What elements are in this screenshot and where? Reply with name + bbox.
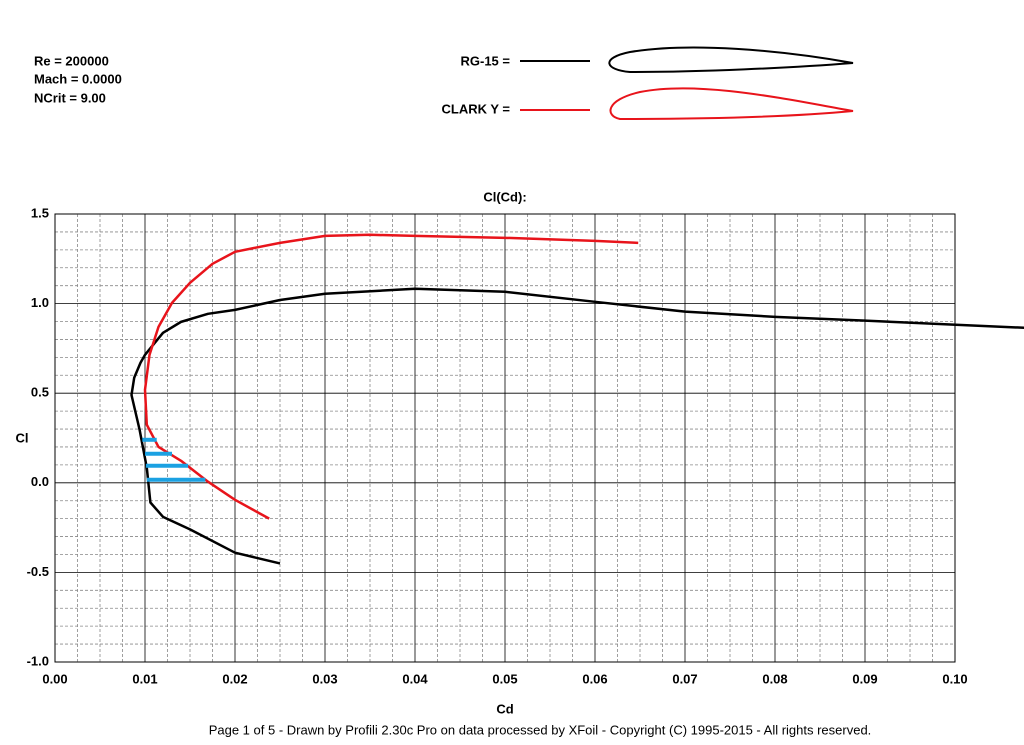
x-tick-label: 0.10	[942, 671, 967, 686]
series-line	[143, 233, 639, 520]
x-tick-label: 0.03	[312, 671, 337, 686]
y-tick-label: 0.5	[31, 385, 49, 400]
y-axis-label: Cl	[16, 430, 29, 445]
y-tick-label: -0.5	[27, 564, 49, 579]
x-tick-label: 0.04	[402, 671, 428, 686]
x-tick-label: 0.00	[42, 671, 67, 686]
x-tick-label: 0.08	[762, 671, 787, 686]
x-tick-label: 0.02	[222, 671, 247, 686]
x-tick-label: 0.07	[672, 671, 697, 686]
x-axis-label: Cd	[496, 701, 513, 716]
chart-title: Cl(Cd):	[483, 189, 526, 204]
series-line	[130, 287, 1024, 565]
annotation: Mach = 0.0000	[34, 71, 122, 86]
legend-label: CLARK Y =	[441, 101, 510, 116]
y-tick-label: 1.5	[31, 205, 49, 220]
footer: Page 1 of 5 - Drawn by Profili 2.30c Pro…	[209, 722, 872, 737]
x-tick-label: 0.05	[492, 671, 517, 686]
x-tick-label: 0.06	[582, 671, 607, 686]
legend-label: RG-15 =	[461, 53, 511, 68]
x-tick-label: 0.01	[132, 671, 157, 686]
airfoil	[608, 46, 854, 74]
airfoil	[609, 87, 854, 121]
annotation: Re = 200000	[34, 53, 109, 68]
y-tick-label: -1.0	[27, 653, 49, 668]
x-tick-label: 0.09	[852, 671, 877, 686]
y-tick-label: 0.0	[31, 474, 49, 489]
y-tick-label: 1.0	[31, 295, 49, 310]
annotation: NCrit = 9.00	[34, 90, 106, 105]
